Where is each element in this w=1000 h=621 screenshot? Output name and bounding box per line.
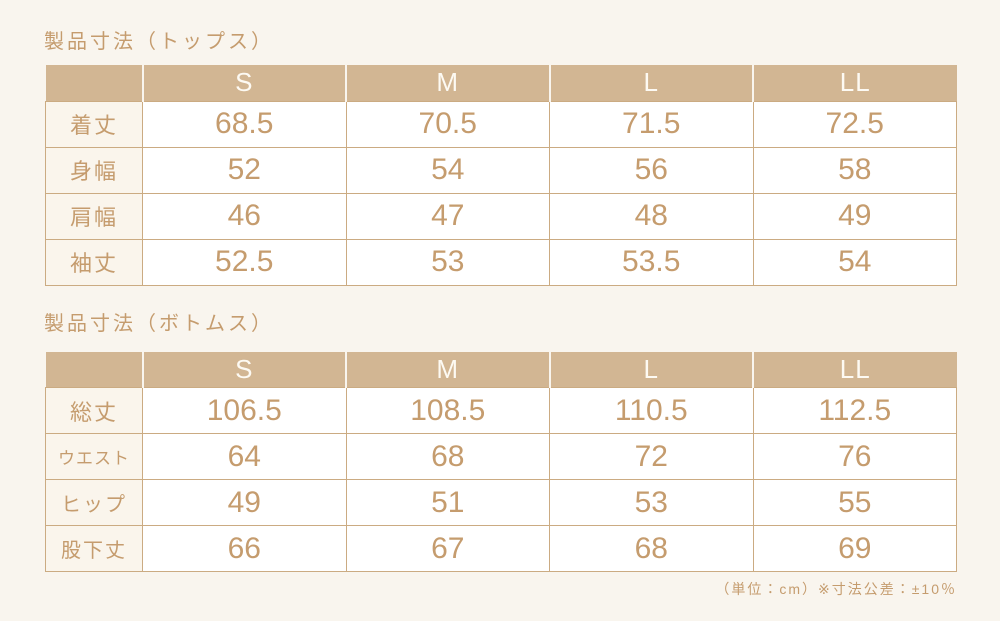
measurement-value-cell: 64	[142, 433, 347, 480]
size-column-header-l: L	[548, 65, 753, 101]
measurement-value-cell: 46	[142, 192, 347, 240]
measurement-value-cell: 66	[142, 525, 347, 572]
measurement-value-cell: 53	[345, 238, 550, 286]
measurement-row-label: 総丈	[45, 387, 143, 434]
measurement-value-cell: 54	[345, 146, 550, 194]
size-column-header-s: S	[141, 65, 346, 101]
size-column-header-ll: LL	[752, 65, 957, 101]
tops-size-table: S M L LL 着丈 68.5 70.5 71.5 72.5 身幅 52 54	[45, 65, 957, 286]
measurement-value-cell: 54	[752, 238, 957, 286]
measurement-value-cell: 72.5	[752, 100, 957, 148]
measurement-value-cell: 71.5	[549, 100, 754, 148]
size-column-header-l: L	[548, 351, 753, 388]
measurement-value-cell: 108.5	[345, 387, 550, 434]
measurement-value-cell: 48	[549, 192, 754, 240]
measurement-value-cell: 112.5	[752, 387, 957, 434]
measurement-value-cell: 70.5	[345, 100, 550, 148]
bottoms-size-table: S M L LL 総丈 106.5 108.5 110.5 112.5 ウエスト…	[45, 351, 957, 572]
measurement-value-cell: 68.5	[142, 100, 347, 148]
unit-note: （単位：cm）※寸法公差：±10％	[715, 581, 957, 597]
table-row: 身幅 52 54 56 58	[45, 146, 957, 194]
measurement-value-cell: 110.5	[549, 387, 754, 434]
measurement-value-cell: 49	[752, 192, 957, 240]
measurement-row-label: ヒップ	[45, 479, 143, 526]
measurement-value-cell: 69	[752, 525, 957, 572]
measurement-value-cell: 55	[752, 479, 957, 526]
measurement-value-cell: 58	[752, 146, 957, 194]
size-column-header-s: S	[141, 351, 346, 388]
measurement-value-cell: 56	[549, 146, 754, 194]
table-row: 股下丈 66 67 68 69	[45, 525, 957, 572]
table-row: 着丈 68.5 70.5 71.5 72.5	[45, 100, 957, 148]
table-row: ウエスト 64 68 72 76	[45, 433, 957, 480]
bottoms-header-row: S M L LL	[45, 351, 957, 388]
tops-section: 製品寸法（トップス） S M L LL 着丈 68.5 70.5 71.5 7	[44, 30, 957, 286]
measurement-value-cell: 53.5	[549, 238, 754, 286]
measurement-value-cell: 49	[142, 479, 347, 526]
measurement-value-cell: 67	[345, 525, 550, 572]
measurement-value-cell: 51	[345, 479, 550, 526]
tops-table-title: 製品寸法（トップス）	[44, 31, 274, 53]
measurement-row-label: ウエスト	[45, 433, 143, 480]
size-column-header-m: M	[345, 351, 550, 388]
measurement-row-label: 肩幅	[45, 192, 143, 240]
measurement-value-cell: 68	[549, 525, 754, 572]
tops-header-row: S M L LL	[45, 65, 957, 101]
table-row: 袖丈 52.5 53 53.5 54	[45, 238, 957, 286]
measurement-value-cell: 53	[549, 479, 754, 526]
table-row: 肩幅 46 47 48 49	[45, 192, 957, 240]
measurement-row-label: 袖丈	[45, 238, 143, 286]
measurement-value-cell: 47	[345, 192, 550, 240]
measurement-value-cell: 76	[752, 433, 957, 480]
measurement-value-cell: 72	[549, 433, 754, 480]
size-column-header-ll: LL	[752, 351, 957, 388]
corner-cell	[45, 351, 143, 388]
table-row: ヒップ 49 51 53 55	[45, 479, 957, 526]
measurement-value-cell: 68	[345, 433, 550, 480]
measurement-row-label: 身幅	[45, 146, 143, 194]
measurement-row-label: 股下丈	[45, 525, 143, 572]
measurement-value-cell: 52	[142, 146, 347, 194]
corner-cell	[45, 65, 143, 101]
measurement-value-cell: 106.5	[142, 387, 347, 434]
size-column-header-m: M	[345, 65, 550, 101]
measurement-value-cell: 52.5	[142, 238, 347, 286]
measurement-row-label: 着丈	[45, 100, 143, 148]
bottoms-table-title: 製品寸法（ボトムス）	[44, 312, 274, 335]
bottoms-section: 製品寸法（ボトムス） S M L LL 総丈 106.5 108.5 110.5	[44, 312, 957, 572]
table-row: 総丈 106.5 108.5 110.5 112.5	[45, 387, 957, 434]
